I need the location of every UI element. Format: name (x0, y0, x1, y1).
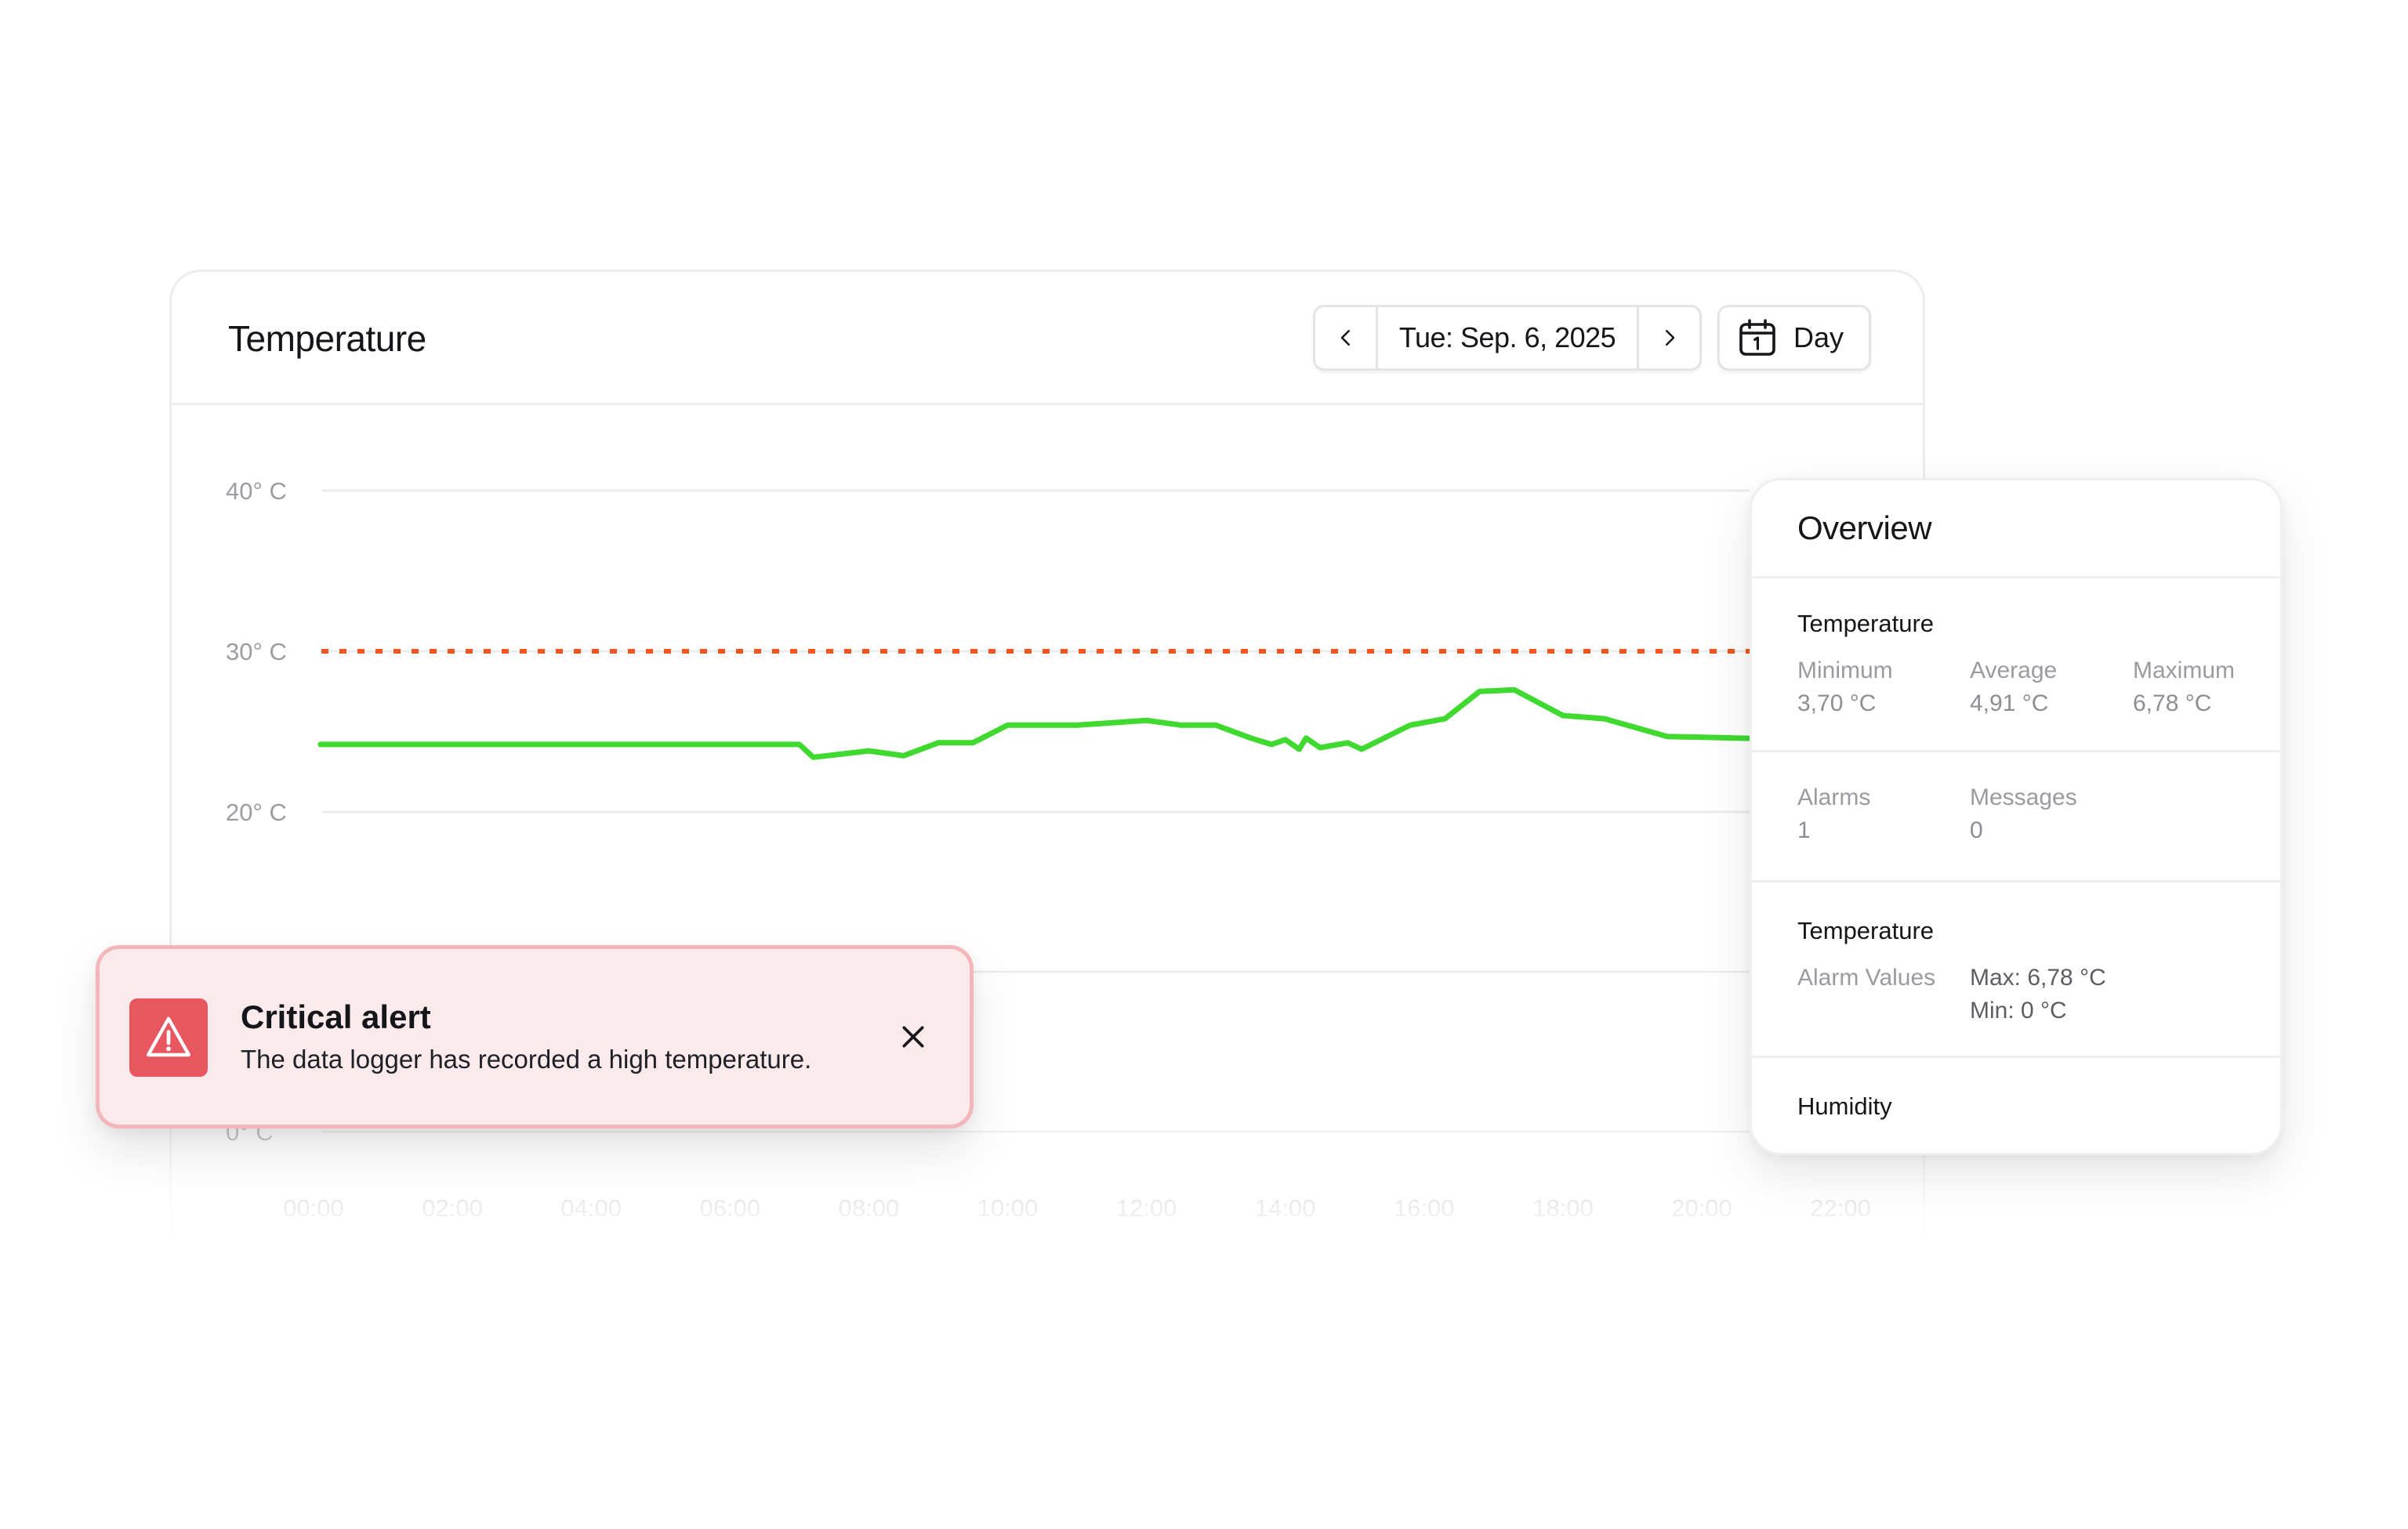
minimum-label: Minimum (1797, 658, 1893, 683)
alert-message: The data logger has recorded a high temp… (241, 1045, 812, 1074)
maximum-value: 6,78 °C (2133, 690, 2212, 716)
y-tick-label: 30° C (226, 638, 287, 665)
x-tick-label: 10:00 (977, 1194, 1039, 1222)
previous-date-button[interactable] (1315, 307, 1378, 368)
alarm-min-value: Min: 0 °C (1970, 998, 2067, 1024)
x-tick-label: 04:00 (560, 1194, 622, 1222)
card-title: Temperature (228, 318, 426, 359)
messages-label: Messages (1970, 784, 2077, 810)
alarm-values-heading: Temperature (1797, 917, 1935, 944)
x-tick-label: 16:00 (1394, 1194, 1455, 1222)
warning-triangle-icon (146, 1016, 191, 1057)
average-value: 4,91 °C (1970, 690, 2049, 716)
x-tick-label: 12:00 (1116, 1194, 1177, 1222)
x-tick-label: 06:00 (700, 1194, 761, 1222)
alert-title: Critical alert (241, 998, 431, 1035)
calendar-icon (1739, 319, 1775, 356)
divider (1752, 750, 2280, 752)
close-icon (902, 1026, 924, 1048)
chevron-right-icon (1665, 330, 1674, 346)
next-date-button[interactable] (1637, 307, 1699, 368)
x-tick-label: 02:00 (422, 1194, 483, 1222)
overview-title: Overview (1797, 509, 1932, 546)
x-tick-label: 18:00 (1532, 1194, 1594, 1222)
divider (1752, 880, 2280, 882)
alarm-max-value: Max: 6,78 °C (1970, 965, 2106, 991)
messages-value: 0 (1970, 817, 1983, 843)
y-tick-label: 20° C (226, 799, 287, 826)
x-tick-label: 00:00 (283, 1194, 344, 1222)
critical-alert-toast: Critical alert The data logger has recor… (96, 945, 974, 1129)
period-select-button[interactable]: Day (1717, 305, 1871, 371)
chevron-left-icon (1340, 330, 1350, 346)
temperature-series-line (317, 687, 1809, 760)
alert-icon-badge (129, 998, 208, 1077)
minimum-value: 3,70 °C (1797, 690, 1877, 716)
maximum-label: Maximum (2133, 658, 2236, 683)
temperature-stats-heading: Temperature (1797, 610, 1935, 637)
alarm-values-label: Alarm Values (1797, 965, 1936, 991)
average-label: Average (1970, 658, 2058, 683)
close-alert-button[interactable] (894, 1018, 932, 1056)
humidity-heading[interactable]: Humidity (1797, 1092, 1892, 1120)
x-tick-label: 20:00 (1671, 1194, 1732, 1222)
date-navigator: Tue: Sep. 6, 2025 (1313, 305, 1702, 371)
alarms-label: Alarms (1797, 784, 1871, 810)
period-label: Day (1793, 321, 1844, 353)
x-tick-label: 22:00 (1810, 1194, 1871, 1222)
y-tick-label: 40° C (226, 477, 287, 505)
divider (1752, 576, 2280, 578)
card-header: Temperature Tue: Sep. 6, 2025 (172, 272, 1923, 405)
x-tick-label: 14:00 (1255, 1194, 1316, 1222)
x-tick-label: 08:00 (839, 1194, 900, 1222)
alarms-value: 1 (1797, 817, 1811, 843)
overview-panel: Overview Temperature Minimum 3,70 °C Ave… (1750, 478, 2283, 1155)
current-date-label[interactable]: Tue: Sep. 6, 2025 (1398, 321, 1616, 353)
divider (1752, 1056, 2280, 1058)
